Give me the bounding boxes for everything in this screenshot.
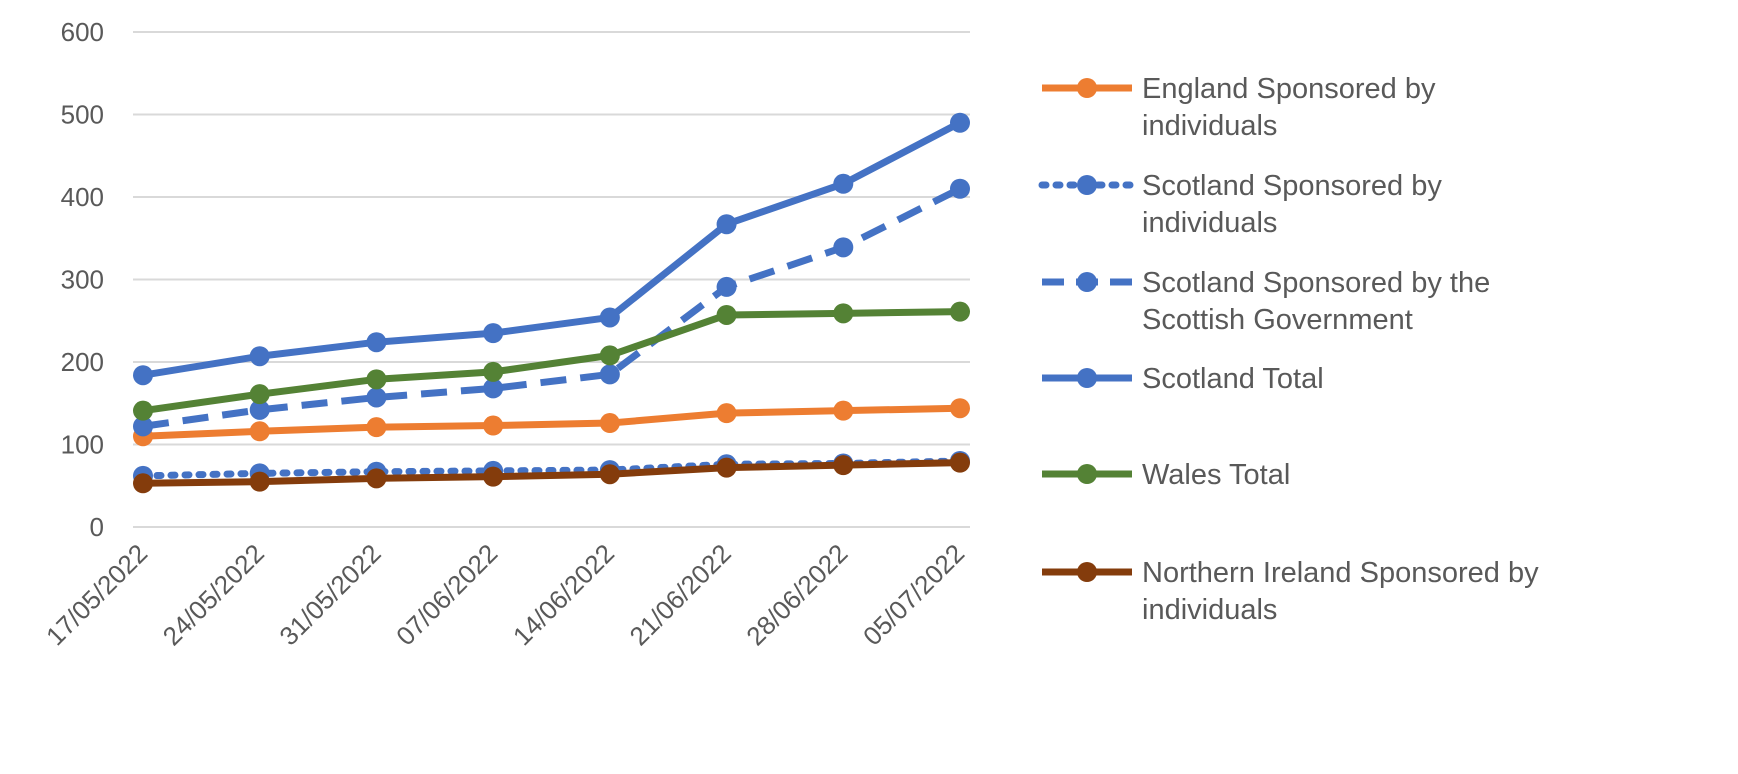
data-point: [133, 400, 153, 421]
data-point: [833, 455, 854, 476]
legend-item: Scotland Sponsored by individuals: [1038, 170, 1442, 239]
data-point: [833, 303, 854, 324]
legend-marker: [1077, 368, 1097, 388]
legend-item: Scotland Sponsored by the Scottish Govern…: [1042, 267, 1490, 336]
legend-label: Scottish Government: [1142, 304, 1413, 336]
legend-marker: [1077, 272, 1097, 292]
series-line: [139, 457, 964, 480]
data-point: [249, 346, 270, 367]
legend-label: individuals: [1142, 207, 1277, 239]
x-tick-label: 17/05/2022: [40, 538, 153, 651]
series-layer: [133, 112, 970, 494]
data-point: [483, 415, 504, 436]
data-point: [716, 304, 737, 325]
legend-item: Northern Ireland Sponsored by individuals: [1042, 557, 1539, 626]
data-point: [249, 471, 270, 492]
gridlines: [133, 31, 970, 528]
series-2: [133, 178, 970, 437]
legend-label: individuals: [1142, 110, 1277, 142]
data-point: [833, 173, 854, 194]
data-point: [950, 452, 970, 473]
data-point: [483, 378, 504, 399]
data-point: [950, 178, 970, 199]
data-point: [716, 276, 737, 297]
data-point: [716, 457, 737, 478]
y-tick-label: 300: [61, 265, 104, 295]
data-point: [249, 399, 270, 420]
legend-label: Wales Total: [1142, 459, 1290, 491]
legend-label: Scotland Total: [1142, 363, 1324, 395]
legend: England Sponsored byindividualsScotland …: [1038, 73, 1539, 626]
x-tick-label: 14/06/2022: [507, 538, 620, 651]
data-point: [366, 387, 387, 408]
series-line: [142, 404, 961, 440]
x-tick-label: 28/06/2022: [740, 538, 853, 651]
legend-item: Scotland Total: [1042, 363, 1324, 395]
series-line: [142, 308, 961, 415]
legend-label: Scotland Sponsored by: [1142, 170, 1442, 202]
y-tick-label: 400: [61, 182, 104, 212]
data-point: [483, 361, 504, 382]
data-point: [599, 307, 620, 328]
x-tick-label: 05/07/2022: [857, 538, 970, 651]
data-point: [366, 468, 387, 489]
legend-marker: [1077, 175, 1097, 195]
data-point: [133, 473, 153, 494]
data-point: [716, 403, 737, 424]
legend-label: Scotland Sponsored by the: [1142, 267, 1490, 299]
legend-item: England Sponsored by individuals: [1042, 73, 1436, 142]
y-tick-label: 500: [61, 100, 104, 130]
x-axis-ticks: 17/05/2022 24/05/2022 31/05/2022 07/06/2022…: [40, 538, 970, 651]
series-5: [133, 452, 970, 494]
legend-item: Wales Total: [1042, 459, 1290, 491]
data-point: [366, 417, 387, 438]
data-point: [599, 464, 620, 485]
legend-label: Northern Ireland Sponsored by: [1142, 557, 1539, 589]
x-tick-label: 31/05/2022: [273, 538, 386, 651]
x-tick-label: 24/05/2022: [157, 538, 270, 651]
y-tick-label: 100: [61, 430, 104, 460]
data-point: [950, 398, 970, 419]
legend-marker: [1077, 78, 1097, 98]
series-line: [142, 185, 962, 430]
data-point: [599, 364, 620, 385]
data-point: [599, 413, 620, 434]
series-line: [142, 459, 961, 487]
data-point: [833, 400, 854, 421]
legend-label: individuals: [1142, 594, 1277, 626]
data-point: [716, 214, 737, 235]
data-point: [483, 466, 504, 487]
legend-marker: [1077, 562, 1097, 582]
data-point: [483, 323, 504, 344]
x-tick-label: 07/06/2022: [390, 538, 503, 651]
data-point: [950, 301, 970, 322]
data-point: [599, 345, 620, 366]
series-4: [133, 301, 970, 421]
data-point: [249, 421, 270, 442]
data-point: [133, 365, 153, 386]
data-point: [950, 112, 970, 133]
y-tick-label: 600: [61, 17, 104, 47]
data-point: [366, 369, 387, 390]
y-axis-ticks: 0 100 200 300 400 500 600: [61, 17, 104, 542]
y-tick-label: 0: [90, 512, 104, 542]
legend-label: England Sponsored by: [1142, 73, 1436, 105]
data-point: [249, 384, 270, 405]
x-tick-label: 21/06/2022: [624, 538, 737, 651]
legend-marker: [1077, 464, 1097, 484]
series-3: [133, 112, 970, 386]
series-line: [142, 119, 962, 379]
y-tick-label: 200: [61, 347, 104, 377]
data-point: [133, 416, 153, 437]
series-0: [133, 398, 970, 447]
data-point: [833, 237, 854, 258]
data-point: [366, 332, 387, 353]
